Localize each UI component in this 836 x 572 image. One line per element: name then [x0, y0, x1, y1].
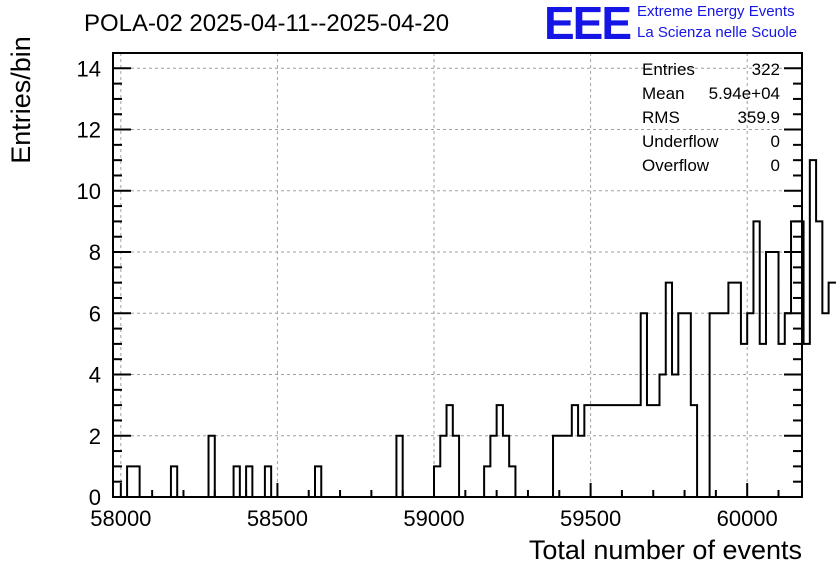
- histogram-bin: [829, 283, 835, 497]
- y-tick-label: 10: [77, 179, 101, 204]
- histogram-bin: [597, 405, 603, 497]
- stat-label: Entries: [642, 60, 695, 79]
- histogram-bin: [622, 405, 628, 497]
- histogram-bin: [653, 405, 659, 497]
- stat-value: 322: [751, 60, 780, 79]
- histogram-bin: [804, 344, 810, 497]
- stat-row-mean: Mean 5.94e+04: [642, 84, 780, 108]
- histogram-bin: [822, 313, 828, 497]
- y-tick-label: 0: [89, 485, 101, 510]
- x-tick-label: 60000: [717, 506, 778, 531]
- stat-label: Overflow: [642, 156, 710, 175]
- y-tick-label: 8: [89, 240, 101, 265]
- y-tick-label: 6: [89, 301, 101, 326]
- stat-row-underflow: Underflow 0: [642, 132, 780, 156]
- histogram-bin: [609, 405, 615, 497]
- stat-row-entries: Entries 322: [642, 60, 780, 84]
- histogram-bin: [647, 405, 653, 497]
- stat-value: 0: [770, 156, 780, 175]
- histogram-bin: [716, 313, 722, 497]
- x-axis-label: Total number of events: [528, 535, 802, 565]
- y-tick-label: 2: [89, 424, 101, 449]
- y-tick-label: 14: [77, 56, 101, 81]
- logo-line-1: Extreme Energy Events: [637, 3, 795, 20]
- histogram-bin: [760, 344, 766, 497]
- histogram-bin: [728, 283, 734, 497]
- y-tick-label: 12: [77, 118, 101, 143]
- x-tick-label: 59500: [560, 506, 621, 531]
- x-tick-label: 58000: [90, 506, 151, 531]
- histogram-bin: [628, 405, 634, 497]
- x-tick-label: 59000: [403, 506, 464, 531]
- stat-row-rms: RMS 359.9: [642, 108, 780, 132]
- logo-line-2: La Scienza nelle Scuole: [637, 24, 798, 41]
- histogram-bin: [566, 436, 572, 497]
- histogram-bin: [722, 313, 728, 497]
- stat-label: Underflow: [642, 132, 719, 151]
- histogram-bin: [779, 344, 785, 497]
- histogram-bin: [578, 436, 584, 497]
- stat-label: RMS: [642, 108, 680, 127]
- plot-frame: [112, 52, 803, 498]
- histogram-bin: [634, 405, 640, 497]
- y-axis-label: Entries/bin: [6, 36, 36, 164]
- stat-value: 0: [770, 132, 780, 151]
- y-tick-label: 4: [89, 363, 101, 388]
- histogram-bin: [616, 405, 622, 497]
- histogram-bin: [603, 405, 609, 497]
- stat-row-overflow: Overflow 0: [642, 156, 780, 180]
- chart-title: POLA-02 2025-04-11--2025-04-20: [84, 10, 450, 37]
- histogram-bin: [741, 344, 747, 497]
- x-tick-label: 58500: [247, 506, 308, 531]
- stat-value: 359.9: [737, 108, 780, 127]
- eee-logo: EEE: [544, 0, 632, 49]
- stat-label: Mean: [642, 84, 685, 103]
- stat-value: 5.94e+04: [708, 84, 780, 103]
- histogram-bin: [559, 436, 565, 497]
- stats-box: Entries 322 Mean 5.94e+04 RMS 359.9 Unde…: [642, 60, 780, 180]
